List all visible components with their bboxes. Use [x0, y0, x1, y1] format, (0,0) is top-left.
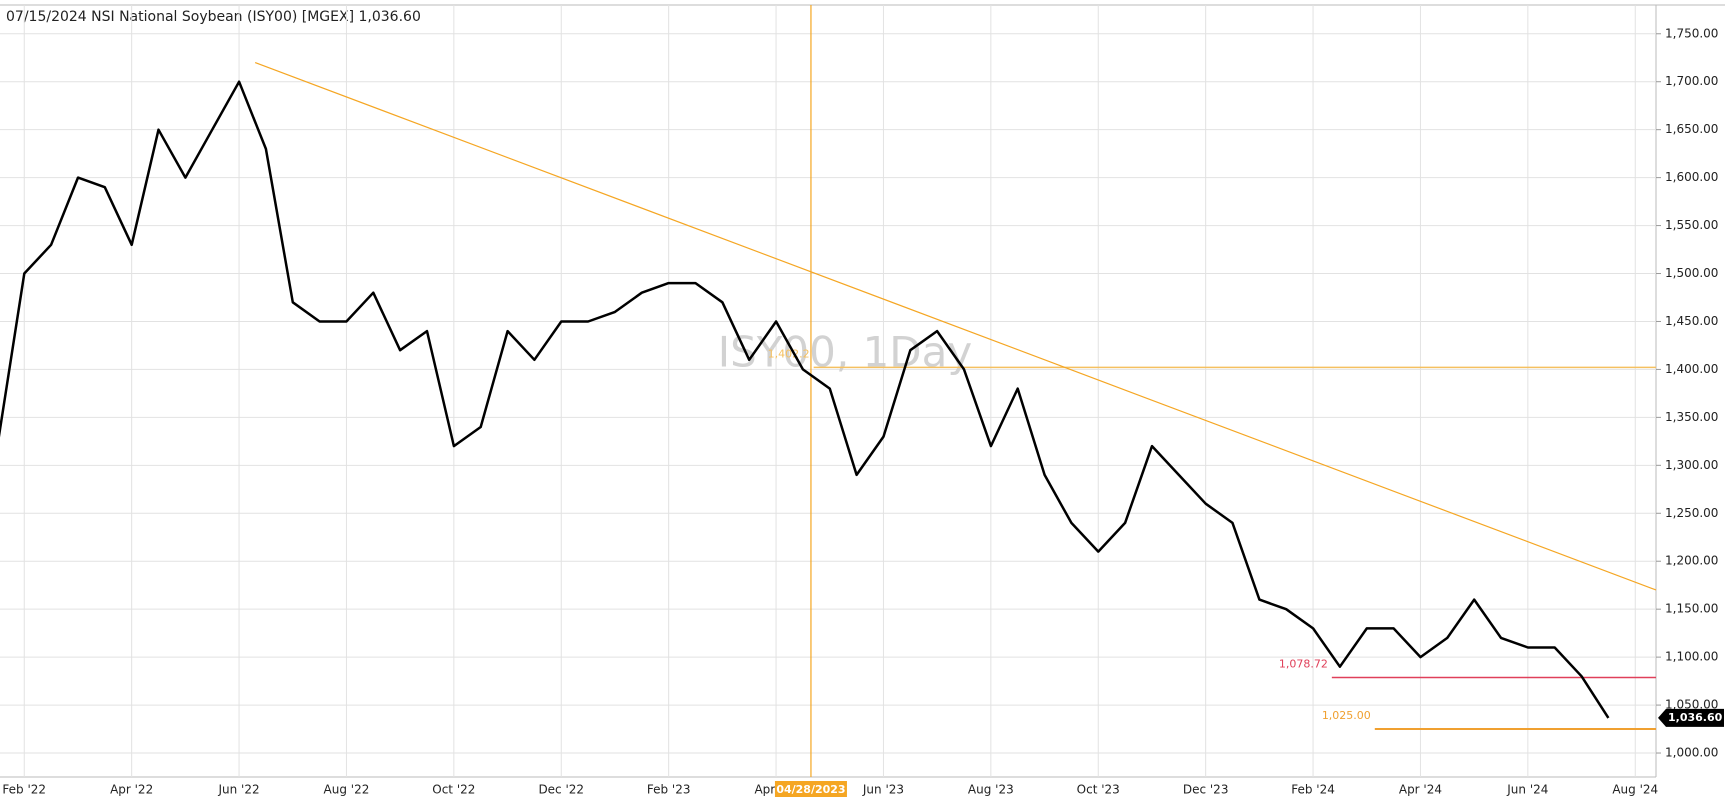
y-tick-label: 1,600.00 — [1665, 170, 1718, 184]
y-tick-label: 1,350.00 — [1665, 410, 1718, 424]
y-tick-label: 1,500.00 — [1665, 266, 1718, 280]
x-tick-label: Aug '23 — [968, 783, 1014, 797]
x-tick-label: Dec '22 — [538, 783, 584, 797]
last-price-tag — [1658, 708, 1724, 727]
chart-title: 07/15/2024 NSI National Soybean (ISY00) … — [6, 9, 421, 25]
y-tick-label: 1,100.00 — [1665, 650, 1718, 664]
y-tick-label: 1,650.00 — [1665, 122, 1718, 136]
y-tick-label: 1,050.00 — [1665, 698, 1718, 712]
price-line — [0, 80, 1610, 719]
y-tick-label: 1,750.00 — [1665, 26, 1718, 40]
x-tick-label: Oct '23 — [1077, 783, 1120, 797]
crosshair-label: 04/28/2023 — [776, 783, 845, 796]
y-tick-label: 1,450.00 — [1665, 314, 1718, 328]
y-tick-label: 1,550.00 — [1665, 218, 1718, 232]
y-tick-label: 1,400.00 — [1665, 362, 1718, 376]
x-tick-label: Jun '24 — [1506, 783, 1548, 797]
x-tick-label: Dec '23 — [1183, 783, 1229, 797]
x-tick-label: Feb '22 — [2, 783, 46, 797]
x-tick-label: Feb '24 — [1291, 783, 1335, 797]
y-tick-label: 1,300.00 — [1665, 458, 1718, 472]
x-tick-label: Jun '23 — [862, 783, 904, 797]
x-tick-label: Aug '22 — [324, 783, 370, 797]
x-tick-label: Aug '24 — [1612, 783, 1658, 797]
x-tick-label: Apr '24 — [1399, 783, 1442, 797]
x-tick-label: Feb '23 — [647, 783, 691, 797]
horizontal-line-label: 1,402.2 — [768, 347, 810, 360]
horizontal-line-label: 1,025.00 — [1322, 709, 1371, 722]
horizontal-line-label: 1,078.72 — [1279, 658, 1328, 671]
x-tick-label: Oct '22 — [432, 783, 475, 797]
y-tick-label: 1,700.00 — [1665, 74, 1718, 88]
x-tick-label: Jun '22 — [217, 783, 259, 797]
x-tick-label: Apr '22 — [110, 783, 153, 797]
y-tick-label: 1,000.00 — [1665, 746, 1718, 760]
y-tick-label: 1,250.00 — [1665, 506, 1718, 520]
last-price-label: 1,036.60 — [1668, 711, 1723, 724]
trend-line — [254, 61, 1657, 591]
y-tick-label: 1,150.00 — [1665, 602, 1718, 616]
y-tick-label: 1,200.00 — [1665, 554, 1718, 568]
crosshair-label-box — [774, 781, 847, 797]
